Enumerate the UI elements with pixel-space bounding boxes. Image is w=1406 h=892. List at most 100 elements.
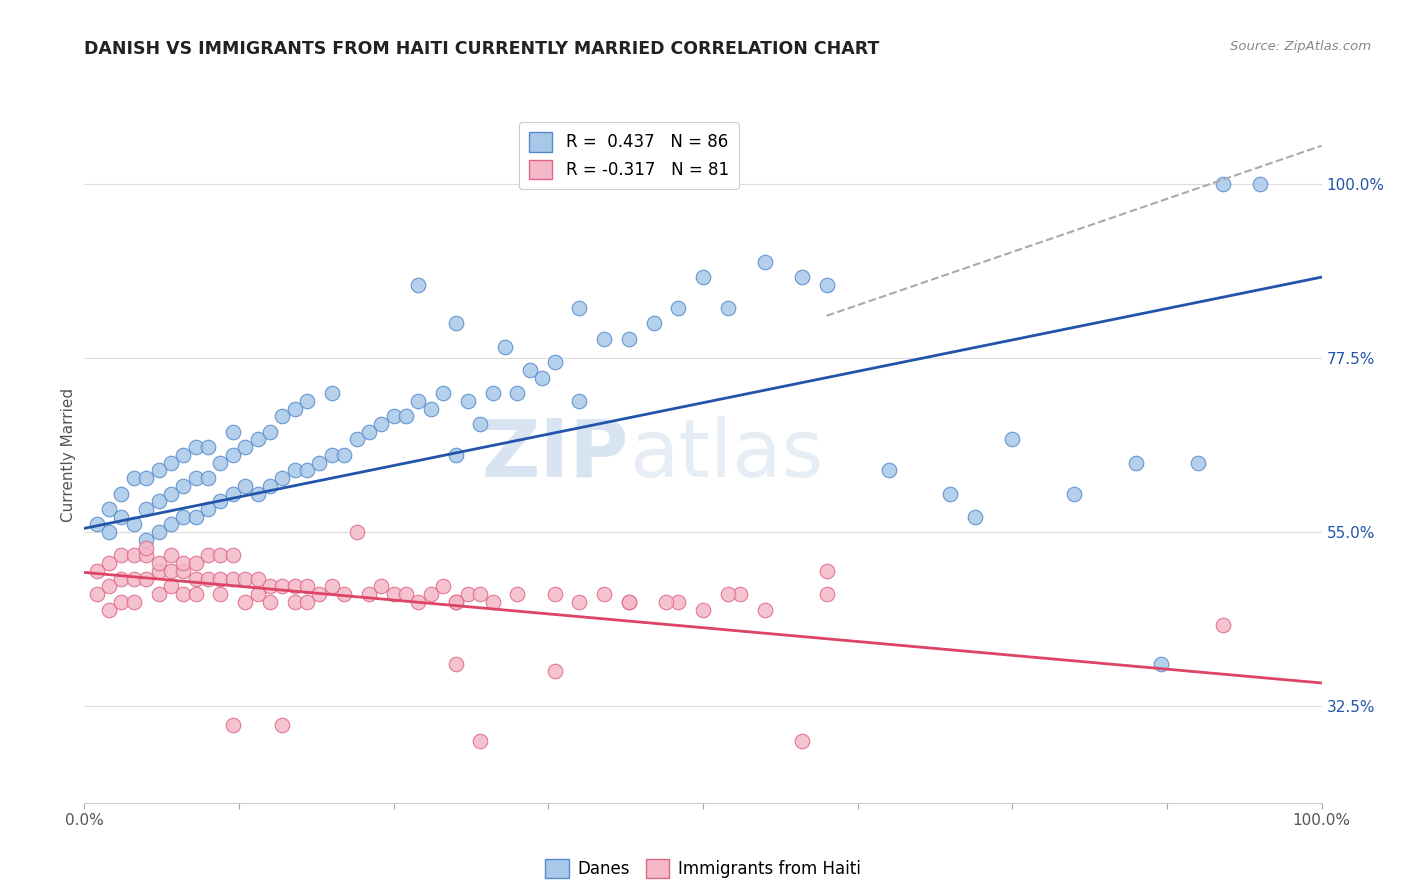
Point	[370, 579, 392, 593]
Point	[1001, 433, 1024, 447]
Point	[1125, 456, 1147, 470]
Point	[160, 579, 183, 593]
Point	[209, 587, 232, 601]
Point	[110, 572, 132, 586]
Point	[172, 509, 194, 524]
Point	[246, 486, 269, 500]
Point	[110, 549, 132, 563]
Point	[643, 317, 665, 331]
Point	[395, 587, 418, 601]
Point	[543, 355, 565, 369]
Point	[432, 579, 454, 593]
Point	[86, 517, 108, 532]
Point	[308, 456, 330, 470]
Point	[233, 479, 256, 493]
Point	[815, 277, 838, 292]
Point	[184, 471, 207, 485]
Point	[98, 579, 121, 593]
Point	[692, 602, 714, 616]
Point	[543, 587, 565, 601]
Point	[457, 587, 479, 601]
Point	[246, 572, 269, 586]
Point	[284, 401, 307, 416]
Point	[184, 556, 207, 570]
Point	[568, 301, 591, 315]
Point	[815, 587, 838, 601]
Point	[98, 525, 121, 540]
Point	[172, 556, 194, 570]
Point	[197, 572, 219, 586]
Point	[617, 595, 640, 609]
Point	[444, 448, 467, 462]
Point	[184, 587, 207, 601]
Point	[1150, 657, 1173, 671]
Point	[692, 270, 714, 285]
Point	[357, 587, 380, 601]
Point	[184, 440, 207, 454]
Point	[271, 718, 294, 732]
Point	[98, 602, 121, 616]
Point	[333, 587, 356, 601]
Point	[197, 471, 219, 485]
Point	[568, 595, 591, 609]
Point	[209, 494, 232, 508]
Point	[321, 579, 343, 593]
Point	[295, 595, 318, 609]
Point	[110, 595, 132, 609]
Point	[1212, 618, 1234, 632]
Point	[494, 340, 516, 354]
Point	[470, 587, 492, 601]
Point	[284, 463, 307, 477]
Point	[233, 595, 256, 609]
Point	[160, 517, 183, 532]
Point	[444, 595, 467, 609]
Point	[172, 587, 194, 601]
Point	[790, 270, 813, 285]
Point	[506, 386, 529, 401]
Point	[259, 579, 281, 593]
Point	[717, 587, 740, 601]
Point	[271, 471, 294, 485]
Y-axis label: Currently Married: Currently Married	[60, 388, 76, 522]
Point	[86, 587, 108, 601]
Text: ZIP: ZIP	[481, 416, 628, 494]
Point	[86, 564, 108, 578]
Point	[357, 425, 380, 439]
Point	[184, 509, 207, 524]
Point	[408, 595, 430, 609]
Text: Source: ZipAtlas.com: Source: ZipAtlas.com	[1230, 40, 1371, 54]
Point	[965, 509, 987, 524]
Point	[98, 502, 121, 516]
Point	[122, 549, 145, 563]
Point	[419, 587, 441, 601]
Point	[470, 417, 492, 431]
Point	[271, 579, 294, 593]
Point	[160, 456, 183, 470]
Point	[284, 595, 307, 609]
Point	[184, 572, 207, 586]
Point	[790, 734, 813, 748]
Point	[246, 433, 269, 447]
Point	[233, 572, 256, 586]
Point	[382, 409, 405, 424]
Point	[593, 332, 616, 346]
Point	[135, 471, 157, 485]
Point	[271, 409, 294, 424]
Point	[233, 440, 256, 454]
Point	[617, 595, 640, 609]
Point	[148, 494, 170, 508]
Point	[481, 595, 503, 609]
Point	[197, 502, 219, 516]
Point	[543, 665, 565, 679]
Point	[419, 401, 441, 416]
Point	[135, 533, 157, 547]
Point	[122, 471, 145, 485]
Point	[259, 479, 281, 493]
Point	[197, 549, 219, 563]
Point	[110, 486, 132, 500]
Point	[444, 317, 467, 331]
Point	[321, 386, 343, 401]
Point	[754, 254, 776, 268]
Point	[815, 564, 838, 578]
Point	[382, 587, 405, 601]
